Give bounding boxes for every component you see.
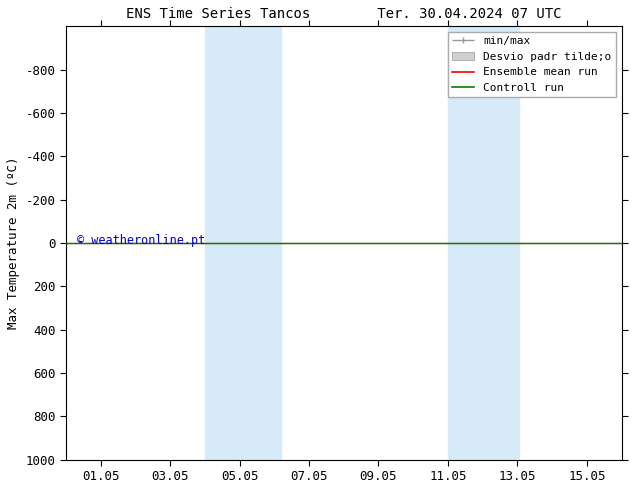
Bar [205, 26, 281, 460]
Legend: min/max, Desvio padr tilde;o, Ensemble mean run, Controll run: min/max, Desvio padr tilde;o, Ensemble m… [448, 32, 616, 98]
Bar [448, 26, 519, 460]
Y-axis label: Max Temperature 2m (ºC): Max Temperature 2m (ºC) [7, 157, 20, 329]
Title: ENS Time Series Tancos        Ter. 30.04.2024 07 UTC: ENS Time Series Tancos Ter. 30.04.2024 0… [126, 7, 562, 21]
Text: © weatheronline.pt: © weatheronline.pt [77, 234, 205, 247]
